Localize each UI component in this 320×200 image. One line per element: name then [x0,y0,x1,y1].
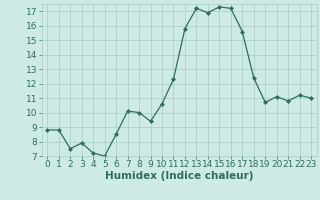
X-axis label: Humidex (Indice chaleur): Humidex (Indice chaleur) [105,171,253,181]
